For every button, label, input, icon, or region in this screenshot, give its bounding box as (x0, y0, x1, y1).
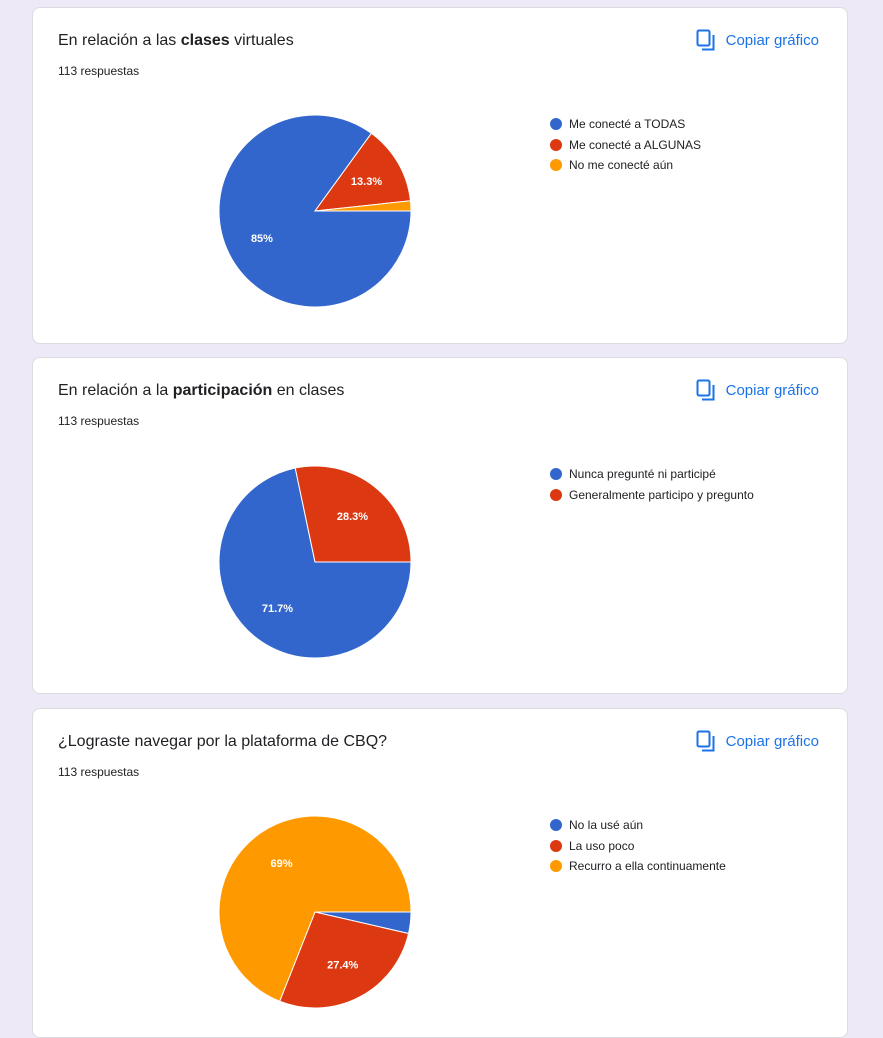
copy-chart-button[interactable]: Copiar gráfico (696, 29, 819, 51)
legend-dot-icon (550, 468, 562, 481)
slice-value-label: 85% (251, 233, 273, 245)
pie-slice[interactable] (218, 815, 412, 1002)
pie-chart-plataforma: 27.4% 69% (218, 815, 412, 1009)
legend-label: Me conecté a ALGUNAS (569, 137, 702, 152)
slice-value-label: 69% (271, 858, 293, 870)
pie-slice[interactable] (314, 200, 412, 212)
legend-label: Nunca pregunté ni participé (569, 467, 716, 482)
legend-item[interactable]: Me conecté a TODAS (550, 114, 701, 135)
chart-card-clases: En relación a las clases virtuales 113 r… (32, 7, 848, 344)
card-title: En relación a las clases virtuales (58, 32, 294, 49)
response-count: 113 respuestas (58, 64, 140, 78)
copy-icon (696, 29, 716, 51)
chart-card-participacion: En relación a la participación en clases… (32, 357, 848, 694)
copy-icon (696, 730, 716, 752)
pie-slice[interactable] (313, 132, 412, 212)
chart-card-plataforma: ¿Lograste navegar por la plataforma de C… (32, 708, 848, 1038)
pie-svg: 85% 13.3% (218, 114, 412, 308)
pie-slice[interactable] (279, 911, 410, 1009)
copy-chart-button[interactable]: Copiar gráfico (696, 730, 819, 752)
legend-label: La uso poco (569, 838, 635, 853)
chart-legend: No la usé aún La uso poco Recurro a ella c… (550, 815, 726, 877)
legend-item[interactable]: La uso poco (550, 836, 726, 857)
copy-chart-label: Copiar gráfico (725, 732, 819, 750)
pie-chart-clases: 85% 13.3% (218, 114, 412, 308)
chart-legend: Me conecté a TODAS Me conecté a ALGUNAS No… (550, 114, 701, 176)
legend-label: No la usé aún (569, 818, 644, 833)
legend-item[interactable]: No me conecté aún (550, 155, 701, 176)
copy-chart-button[interactable]: Copiar gráfico (696, 379, 819, 401)
card-title: En relación a la participación en clases (58, 382, 345, 399)
pie-svg: 71.7% 28.3% (218, 465, 412, 659)
copy-chart-label: Copiar gráfico (725, 381, 819, 399)
response-count: 113 respuestas (58, 414, 140, 428)
slice-value-label: 28.3% (337, 511, 368, 523)
copy-chart-label: Copiar gráfico (725, 31, 819, 49)
legend-dot-icon (550, 860, 562, 873)
legend-dot-icon (550, 138, 562, 151)
legend-dot-icon (550, 118, 562, 131)
pie-svg: 27.4% 69% (218, 815, 412, 1009)
legend-item[interactable]: Recurro a ella continuamente (550, 856, 726, 877)
pie-slice[interactable] (218, 467, 412, 659)
legend-item[interactable]: Generalmente participo y pregunto (550, 485, 754, 506)
legend-item[interactable]: Nunca pregunté ni participé (550, 464, 754, 485)
copy-icon (696, 379, 716, 401)
slice-value-label: 71.7% (262, 603, 293, 615)
chart-legend: Nunca pregunté ni participé Generalmente … (550, 464, 754, 505)
slice-value-label: 27.4% (327, 960, 358, 972)
legend-item[interactable]: Me conecté a ALGUNAS (550, 135, 701, 156)
pie-chart-participacion: 71.7% 28.3% (218, 465, 412, 659)
legend-item[interactable]: No la usé aún (550, 815, 726, 836)
legend-label: No me conecté aún (569, 158, 674, 173)
legend-dot-icon (550, 819, 562, 832)
response-count: 113 respuestas (58, 765, 140, 779)
legend-label: Recurro a ella continuamente (569, 859, 726, 874)
pie-slice[interactable] (294, 465, 412, 563)
legend-label: Generalmente participo y pregunto (569, 487, 754, 502)
legend-dot-icon (550, 839, 562, 852)
legend-label: Me conecté a TODAS (569, 117, 686, 132)
card-title: ¿Lograste navegar por la plataforma de C… (58, 733, 388, 750)
legend-dot-icon (550, 159, 562, 172)
slice-value-label: 13.3% (351, 176, 382, 188)
legend-dot-icon (550, 488, 562, 501)
